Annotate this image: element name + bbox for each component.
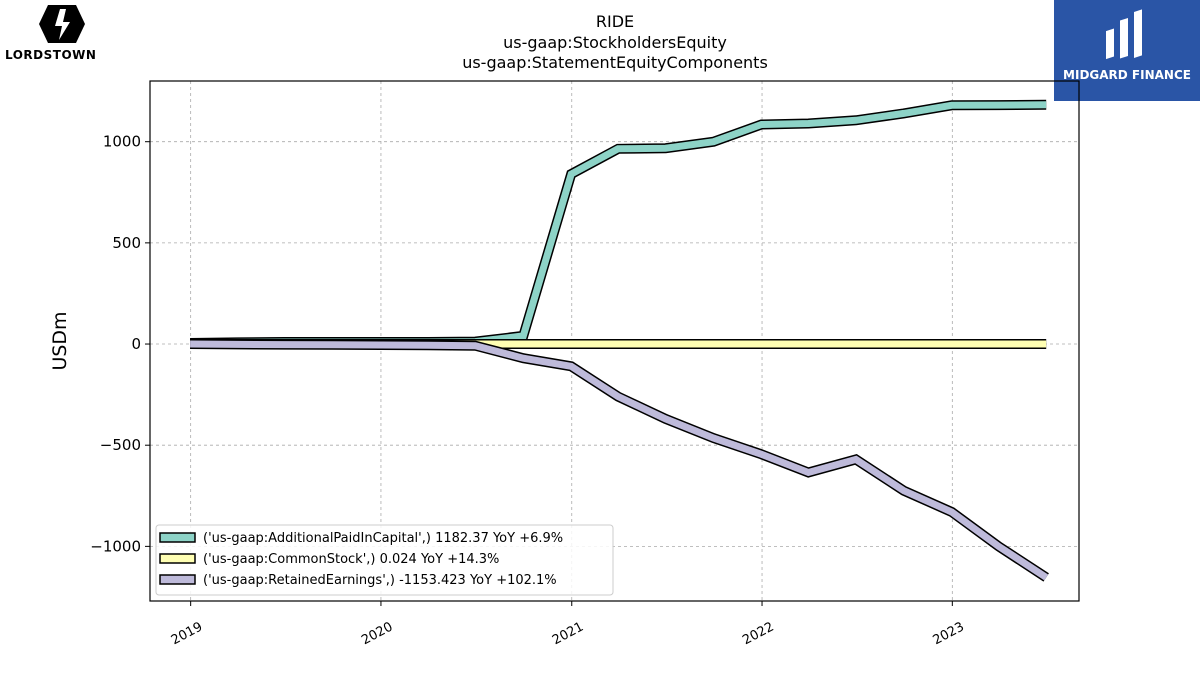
legend-box <box>155 524 614 596</box>
lordstown-logo: LORDSTOWN <box>0 0 125 70</box>
series-outline-0 <box>190 99 1047 348</box>
y-tick-label: 1000 <box>103 133 141 151</box>
legend-label-0: ('us-gaap:AdditionalPaidInCapital',) 118… <box>203 531 563 546</box>
y-tick-label: −1000 <box>90 537 141 555</box>
legend-label-2: ('us-gaap:RetainedEarnings',) -1153.423 … <box>203 573 557 588</box>
y-tick-label: −500 <box>100 436 141 454</box>
legend-swatch-0 <box>159 532 196 543</box>
plot-frame <box>149 80 1080 602</box>
chart-title-line-2: us-gaap:StockholdersEquity <box>503 33 727 52</box>
lordstown-emblem-icon <box>39 5 85 43</box>
midgard-finance-logo: MIDGARD FINANCE <box>1054 0 1200 101</box>
legend: ('us-gaap:AdditionalPaidInCapital',) 118… <box>155 524 614 596</box>
legend-swatch-1 <box>159 553 196 564</box>
x-tick-label: 2021 <box>550 620 586 649</box>
x-tick-label: 2019 <box>169 620 205 649</box>
x-tick-label: 2022 <box>740 620 776 649</box>
chart-title-line-1: RIDE <box>596 12 634 31</box>
y-tick-label: 500 <box>112 234 141 252</box>
x-axis: 2019 2020 2021 2022 2023 <box>169 601 967 648</box>
chart-title-line-3: us-gaap:StatementEquityComponents <box>462 53 768 72</box>
midgard-emblem-icon <box>1106 9 1142 60</box>
series-line-2 <box>190 340 1049 581</box>
y-axis-label: USDm <box>49 311 71 370</box>
series-line-0 <box>190 101 1047 347</box>
legend-label-1: ('us-gaap:CommonStock',) 0.024 YoY +14.3… <box>203 552 499 567</box>
y-tick-label: 0 <box>131 335 141 353</box>
series-layer <box>190 99 1049 582</box>
legend-swatch-2 <box>159 574 196 585</box>
x-tick-label: 2020 <box>359 620 395 649</box>
lordstown-wordmark: LORDSTOWN <box>5 48 97 62</box>
x-tick-label: 2023 <box>931 620 967 649</box>
y-axis: 1000 500 0 −500 −1000 <box>90 133 150 555</box>
midgard-wordmark: MIDGARD FINANCE <box>1063 68 1191 82</box>
